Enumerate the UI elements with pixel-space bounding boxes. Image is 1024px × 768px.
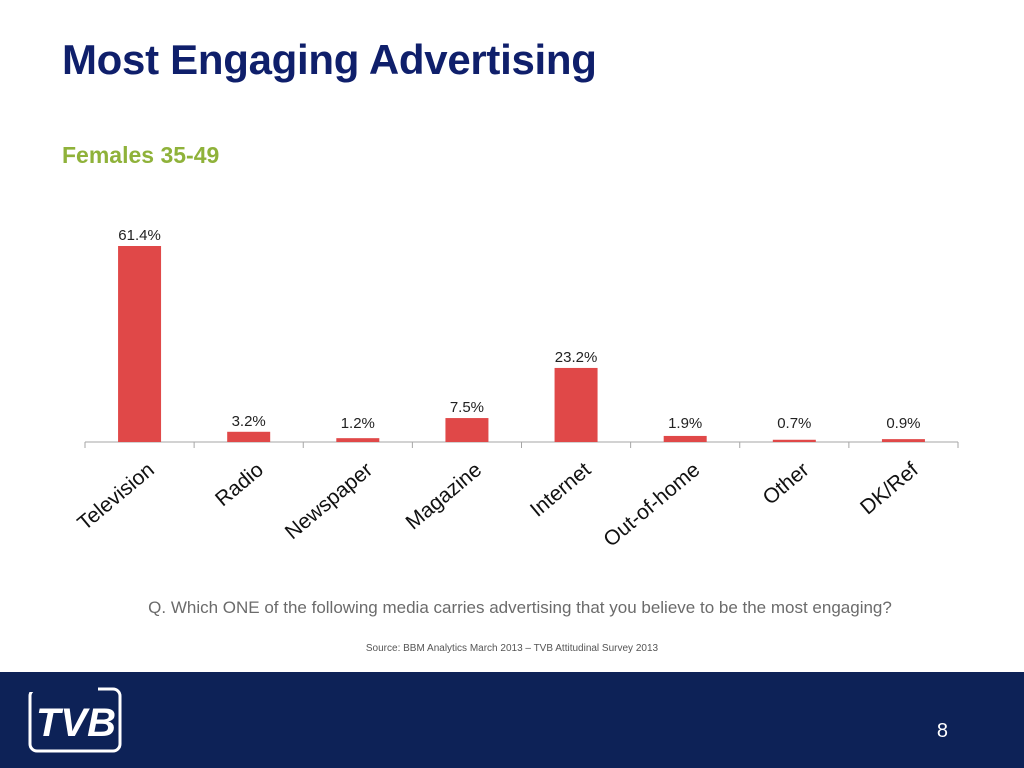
bar-magazine <box>445 418 489 442</box>
data-label: 0.7% <box>777 415 811 432</box>
slide-subtitle: Females 35-49 <box>62 142 220 168</box>
category-label: DK/Ref <box>856 458 923 519</box>
survey-question: Q. Which ONE of the following media carr… <box>148 598 892 617</box>
data-label: 0.9% <box>886 415 920 432</box>
bar-internet <box>554 367 598 442</box>
bar-out-of-home <box>663 435 707 442</box>
category-label: Out-of-home <box>599 458 704 551</box>
bar-television <box>118 246 162 442</box>
source-note: Source: BBM Analytics March 2013 – TVB A… <box>365 643 659 654</box>
data-label: 3.2% <box>232 413 266 430</box>
data-label: 1.9% <box>668 415 702 432</box>
bar-dk-ref <box>881 439 925 442</box>
bar-chart: 61.4% Television 3.2% Radio 1.2% Newspaper 7.5… <box>73 227 959 552</box>
bar-radio <box>227 431 271 442</box>
bar-other <box>772 439 816 442</box>
slide-title: Most Engaging Advertising <box>62 36 597 83</box>
category-label: Radio <box>211 458 268 511</box>
category-label: Television <box>73 458 158 535</box>
data-label: 7.5% <box>450 399 484 416</box>
category-label: Magazine <box>402 458 487 534</box>
category-label: Newspaper <box>281 458 377 544</box>
data-label: 61.4% <box>118 227 161 244</box>
bar-newspaper <box>336 438 380 442</box>
data-label: 23.2% <box>555 349 598 366</box>
data-label: 1.2% <box>341 415 375 432</box>
page-number: 8 <box>936 720 948 742</box>
tvb-logo: TVB <box>26 686 122 753</box>
logo-text: TVB <box>36 701 116 745</box>
footer-bar: TVB 8 <box>0 672 1024 768</box>
category-label: Internet <box>526 458 595 522</box>
category-label: Other <box>759 458 814 509</box>
